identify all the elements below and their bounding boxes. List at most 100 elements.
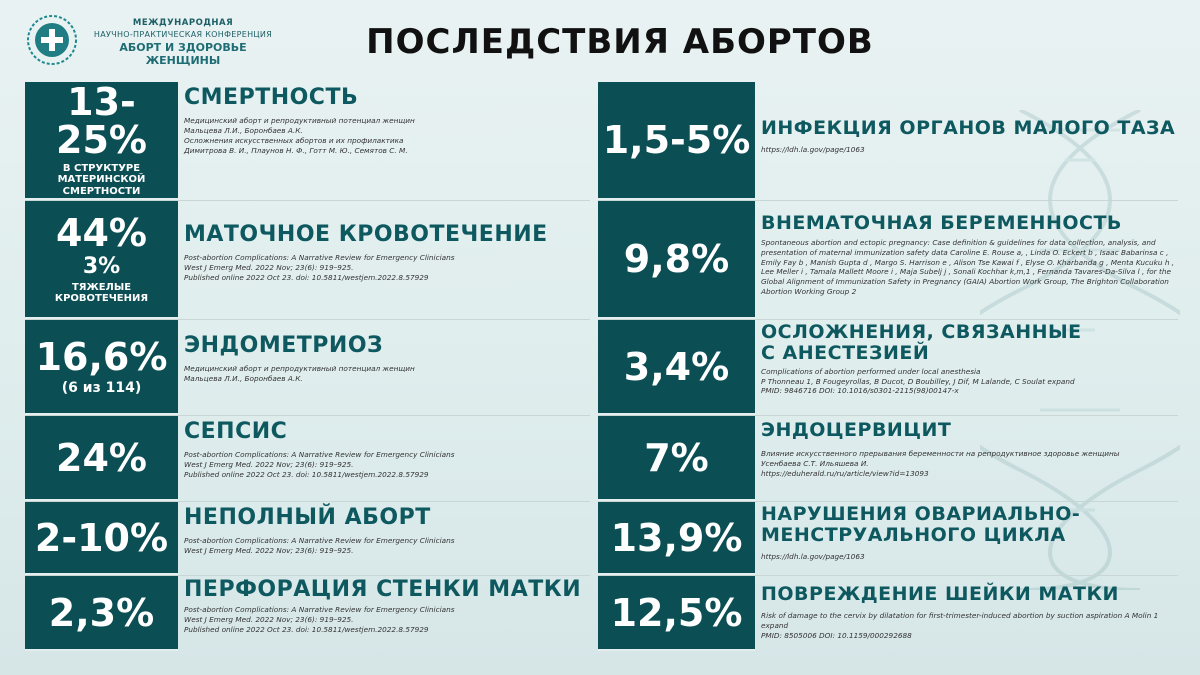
stat-sub-value: 3%: [82, 253, 121, 279]
stat-value: 2,3%: [48, 590, 155, 635]
reference-line: West J Emerg Med. 2022 Nov; 23(6): 919–9…: [184, 460, 354, 470]
stat-row-sepsis: 24% СЕПСИС Post-abortion Complications: …: [25, 416, 590, 502]
references: Медицинский аборт и репродуктивный потен…: [184, 364, 590, 384]
stat-info: ЭНДОМЕТРИОЗ Медицинский аборт и репродук…: [178, 320, 590, 415]
stat-box: 2,3%: [25, 576, 178, 651]
stat-info: НАРУШЕНИЯ ОВАРИАЛЬНО-МЕНСТРУАЛЬНОГО ЦИКЛ…: [755, 502, 1178, 575]
reference-line: https://ldh.la.gov/page/1063: [761, 144, 865, 154]
references: Влияние искусственного прерывания береме…: [761, 449, 1178, 479]
conference-line-1: МЕЖДУНАРОДНАЯ: [132, 18, 234, 28]
stat-value: 16,6%: [35, 334, 168, 379]
references: Post-abortion Complications: A Narrative…: [184, 253, 590, 283]
reference-line: PMID: 8505006 DOI: 10.1159/000292688: [761, 630, 912, 640]
references: Post-abortion Complications: A Narrative…: [184, 536, 590, 556]
stat-value: 3,4%: [623, 344, 730, 389]
reference-line: Медицинский аборт и репродуктивный потен…: [184, 364, 415, 374]
stat-heading: ПОВРЕЖДЕНИЕ ШЕЙКИ МАТКИ: [761, 583, 1119, 605]
stat-heading: ЭНДОМЕТРИОЗ: [184, 333, 384, 358]
stat-heading: СМЕРТНОСТЬ: [184, 85, 359, 110]
stat-box: 1,5-5%: [598, 82, 755, 200]
stat-heading: ЭНДОЦЕРВИЦИТ: [761, 419, 952, 441]
reference-line: Усенбаева С.Т. Ильяшева И.: [761, 458, 869, 468]
references: Post-abortion Complications: A Narrative…: [184, 450, 590, 480]
stat-info: ПОВРЕЖДЕНИЕ ШЕЙКИ МАТКИ Risk of damage t…: [755, 576, 1178, 651]
stat-heading: ОСЛОЖНЕНИЯ, СВЯЗАННЫЕ С АНЕСТЕЗИЕЙ: [761, 321, 1082, 364]
stat-row-uterine-bleeding: 44% 3% ТЯЖЕЛЫЕ КРОВОТЕЧЕНИЯ МАТОЧНОЕ КРО…: [25, 201, 590, 320]
stat-box: 13,9%: [598, 502, 755, 575]
reference-line: Post-abortion Complications: A Narrative…: [184, 253, 455, 263]
reference-line: West J Emerg Med. 2022 Nov; 23(6): 919–9…: [184, 263, 354, 273]
stat-heading: СЕПСИС: [184, 419, 288, 444]
stat-value: 24%: [56, 435, 147, 480]
conference-line-3: АБОРТ И ЗДОРОВЬЕ ЖЕНЩИНЫ: [119, 41, 247, 67]
stat-box: 9,8%: [598, 201, 755, 319]
reference-line: Влияние искусственного прерывания береме…: [761, 448, 1120, 458]
stat-box: 16,6% (6 из 114): [25, 320, 178, 415]
reference-line: Risk of damage to the cervix by dilatati…: [761, 610, 1159, 630]
conference-logo-icon: [27, 15, 77, 65]
stat-box: 3,4%: [598, 320, 755, 415]
reference-line: Published online 2022 Oct 23. doi: 10.58…: [184, 469, 429, 479]
header: МЕЖДУНАРОДНАЯ НАУЧНО-ПРАКТИЧЕСКАЯ КОНФЕР…: [0, 0, 1200, 80]
stat-value: 13-25%: [56, 79, 147, 162]
stat-row-incomplete-abortion: 2-10% НЕПОЛНЫЙ АБОРТ Post-abortion Compl…: [25, 502, 590, 576]
reference-line: Осложнения искусственных абортов и их пр…: [184, 135, 404, 145]
stat-box: 24%: [25, 416, 178, 501]
references: https://ldh.la.gov/page/1063: [761, 145, 1178, 155]
stat-row-mortality: 13-25% В СТРУКТУРЕ МАТЕРИНСКОЙ СМЕРТНОСТ…: [25, 82, 590, 201]
stat-row-uterine-perforation: 2,3% ПЕРФОРАЦИЯ СТЕНКИ МАТКИ Post-aborti…: [25, 576, 590, 651]
conference-name: МЕЖДУНАРОДНАЯ НАУЧНО-ПРАКТИЧЕСКАЯ КОНФЕР…: [88, 18, 278, 67]
stat-box: 7%: [598, 416, 755, 501]
stat-value: 13,9%: [610, 515, 743, 560]
stat-value: 9,8%: [623, 237, 730, 281]
reference-line: Post-abortion Complications: A Narrative…: [184, 536, 455, 546]
stat-row-ovarian-menstrual-disorders: 13,9% НАРУШЕНИЯ ОВАРИАЛЬНО-МЕНСТРУАЛЬНОГ…: [598, 502, 1178, 576]
stat-value: 7%: [644, 435, 709, 480]
reference-line: PMID: 9846716 DOI: 10.1016/s0301-2115(98…: [761, 386, 959, 396]
stat-info: ВНЕМАТОЧНАЯ БЕРЕМЕННОСТЬ Spontaneous abo…: [755, 201, 1178, 319]
reference-line: West J Emerg Med. 2022 Nov; 23(6): 919–9…: [184, 615, 354, 625]
stat-info: ОСЛОЖНЕНИЯ, СВЯЗАННЫЕ С АНЕСТЕЗИЕЙ Compl…: [755, 320, 1178, 415]
references: https://ldh.la.gov/page/1063: [761, 552, 1178, 562]
stat-box: 12,5%: [598, 576, 755, 651]
reference-line: Медицинский аборт и репродуктивный потен…: [184, 116, 415, 126]
reference-line: Published online 2022 Oct 23. doi: 10.58…: [184, 624, 429, 634]
references: Complications of abortion performed unde…: [761, 367, 1178, 397]
dna-background-graphic: [980, 110, 1180, 590]
stat-box: 2-10%: [25, 502, 178, 575]
stat-row-endocervicitis: 7% ЭНДОЦЕРВИЦИТ Влияние искусственного п…: [598, 416, 1178, 502]
reference-line: Димитрова В. И., Плаунов Н. Ф., Готт М. …: [184, 145, 408, 155]
stat-info: СЕПСИС Post-abortion Complications: A Na…: [178, 416, 590, 501]
stat-value: 44%: [56, 210, 147, 255]
stat-value: 2-10%: [34, 515, 169, 560]
reference-line: Post-abortion Complications: A Narrative…: [184, 450, 455, 460]
stat-heading: НЕПОЛНЫЙ АБОРТ: [184, 505, 431, 530]
stat-heading: ВНЕМАТОЧНАЯ БЕРЕМЕННОСТЬ: [761, 212, 1122, 234]
reference-line: P Thonneau 1, B Fougeyrollas, B Ducot, D…: [761, 376, 1075, 386]
stat-note: В СТРУКТУРЕ МАТЕРИНСКОЙ СМЕРТНОСТИ: [57, 162, 146, 197]
stat-heading: ИНФЕКЦИЯ ОРГАНОВ МАЛОГО ТАЗА: [761, 117, 1176, 139]
stat-heading: НАРУШЕНИЯ ОВАРИАЛЬНО-МЕНСТРУАЛЬНОГО ЦИКЛ…: [761, 503, 1081, 546]
stat-heading: МАТОЧНОЕ КРОВОТЕЧЕНИЕ: [184, 222, 548, 247]
stat-heading: ПЕРФОРАЦИЯ СТЕНКИ МАТКИ: [184, 577, 582, 602]
references: Медицинский аборт и репродуктивный потен…: [184, 116, 590, 155]
stat-info: ЭНДОЦЕРВИЦИТ Влияние искусственного прер…: [755, 416, 1178, 501]
left-column: 13-25% В СТРУКТУРЕ МАТЕРИНСКОЙ СМЕРТНОСТ…: [25, 82, 590, 651]
stat-row-cervical-damage: 12,5% ПОВРЕЖДЕНИЕ ШЕЙКИ МАТКИ Risk of da…: [598, 576, 1178, 651]
page-title: ПОСЛЕДСТВИЯ АБОРТОВ: [366, 22, 874, 62]
stat-info: НЕПОЛНЫЙ АБОРТ Post-abortion Complicatio…: [178, 502, 590, 575]
stat-box: 13-25% В СТРУКТУРЕ МАТЕРИНСКОЙ СМЕРТНОСТ…: [25, 82, 178, 200]
reference-line: Published online 2022 Oct 23. doi: 10.58…: [184, 272, 429, 282]
references: Spontaneous abortion and ectopic pregnan…: [761, 238, 1178, 297]
references: Risk of damage to the cervix by dilatati…: [761, 611, 1178, 641]
reference-line: Мальцева Л.И., Боронбаев А.К.: [184, 374, 303, 384]
stat-row-pelvic-infection: 1,5-5% ИНФЕКЦИЯ ОРГАНОВ МАЛОГО ТАЗА http…: [598, 82, 1178, 201]
reference-line: Post-abortion Complications: A Narrative…: [184, 605, 455, 615]
reference-line: https://eduherald.ru/ru/article/view?id=…: [761, 468, 929, 478]
stat-info: МАТОЧНОЕ КРОВОТЕЧЕНИЕ Post-abortion Comp…: [178, 201, 590, 319]
stat-info: СМЕРТНОСТЬ Медицинский аборт и репродукт…: [178, 82, 590, 200]
reference-line: https://ldh.la.gov/page/1063: [761, 551, 865, 561]
reference-line: Мальцева Л.И., Боронбаев А.К.: [184, 126, 303, 136]
conference-line-2: НАУЧНО-ПРАКТИЧЕСКАЯ КОНФЕРЕНЦИЯ: [93, 30, 273, 39]
stat-row-anesthesia-complications: 3,4% ОСЛОЖНЕНИЯ, СВЯЗАННЫЕ С АНЕСТЕЗИЕЙ …: [598, 320, 1178, 416]
